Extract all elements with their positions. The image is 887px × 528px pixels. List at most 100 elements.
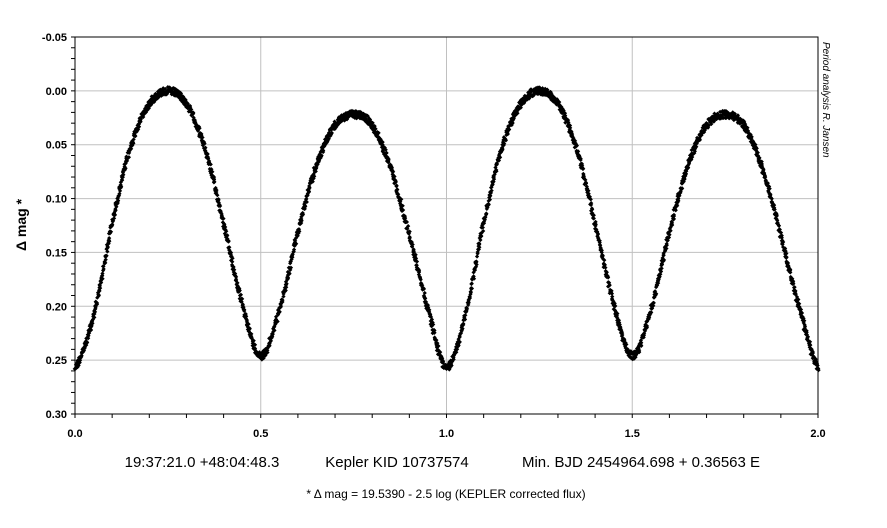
data-point — [685, 165, 691, 171]
data-point — [113, 208, 118, 213]
data-point — [759, 159, 764, 164]
data-point — [810, 351, 815, 356]
data-point — [231, 264, 236, 270]
data-point — [400, 208, 405, 213]
info-ephemeris: Min. BJD 2454964.698 + 0.36563 E — [522, 454, 760, 471]
data-point — [427, 307, 432, 312]
data-point — [76, 361, 81, 366]
data-point — [271, 325, 277, 330]
data-point — [644, 323, 650, 329]
side-note: Period analysis R. Jansen — [820, 42, 831, 158]
data-point — [268, 338, 274, 343]
data-point — [117, 188, 123, 193]
data-point — [668, 228, 673, 233]
data-point — [781, 239, 786, 245]
data-point — [557, 99, 562, 105]
data-point — [289, 257, 294, 262]
data-point — [799, 310, 805, 316]
data-point — [423, 296, 428, 301]
data-point — [809, 347, 814, 352]
data-point — [304, 199, 309, 205]
data-point — [440, 356, 445, 361]
data-point — [298, 217, 303, 222]
data-point — [562, 113, 567, 118]
data-point — [569, 129, 574, 134]
data-point — [192, 117, 197, 123]
data-point — [634, 352, 639, 357]
data-point — [263, 353, 268, 358]
x-tick-label: 0.5 — [253, 428, 268, 440]
data-point — [589, 208, 594, 213]
data-point — [494, 162, 499, 167]
data-point — [227, 245, 232, 250]
data-point — [637, 348, 642, 354]
data-point — [106, 241, 111, 246]
data-point — [651, 300, 656, 306]
data-point — [527, 91, 532, 96]
data-point — [84, 343, 89, 348]
data-point — [658, 272, 663, 277]
data-point — [656, 277, 661, 282]
data-point — [706, 123, 711, 128]
data-point — [93, 305, 98, 311]
data-point — [709, 121, 714, 127]
data-point — [466, 298, 471, 303]
data-point — [352, 111, 358, 116]
data-point — [595, 231, 600, 236]
data-point — [117, 191, 122, 196]
data-point — [244, 323, 250, 328]
data-point — [240, 302, 245, 307]
data-point — [598, 243, 603, 248]
data-point — [816, 366, 821, 371]
data-point — [599, 248, 604, 253]
data-point — [616, 318, 622, 323]
data-point — [464, 307, 469, 312]
data-point — [563, 115, 568, 120]
data-point — [381, 151, 387, 157]
data-point — [326, 136, 331, 141]
data-point — [661, 257, 667, 263]
data-point — [380, 142, 385, 147]
data-point — [123, 166, 128, 171]
data-point — [449, 363, 454, 368]
data-point — [602, 258, 607, 263]
data-point — [480, 225, 485, 230]
data-point — [129, 146, 134, 151]
data-point — [133, 134, 138, 139]
data-point — [291, 249, 296, 254]
data-point — [670, 223, 675, 228]
data-point — [534, 88, 540, 93]
data-point — [656, 280, 661, 286]
y-tick-label: 0.30 — [46, 409, 67, 421]
data-point — [602, 262, 607, 267]
data-point — [496, 158, 502, 163]
data-point — [92, 315, 97, 320]
data-point — [798, 307, 804, 312]
data-point — [765, 181, 770, 186]
data-point — [712, 111, 717, 116]
data-point — [97, 288, 102, 294]
data-point — [250, 338, 256, 343]
data-point — [275, 319, 280, 324]
data-point — [108, 229, 114, 234]
data-point — [371, 127, 376, 133]
data-point — [373, 126, 378, 131]
data-point — [407, 238, 413, 243]
data-point — [393, 178, 398, 183]
data-point — [392, 174, 397, 179]
data-point — [792, 285, 797, 290]
data-point — [488, 193, 493, 198]
data-point — [383, 147, 388, 152]
data-point — [583, 180, 589, 186]
data-point — [690, 152, 695, 157]
data-point — [288, 265, 294, 270]
data-point — [336, 122, 341, 127]
data-point — [267, 343, 272, 348]
data-point — [615, 322, 621, 328]
data-point — [462, 317, 468, 322]
data-point — [625, 349, 630, 354]
data-point — [319, 153, 324, 158]
data-point — [621, 337, 626, 342]
data-point — [466, 302, 471, 307]
data-point — [226, 238, 231, 243]
